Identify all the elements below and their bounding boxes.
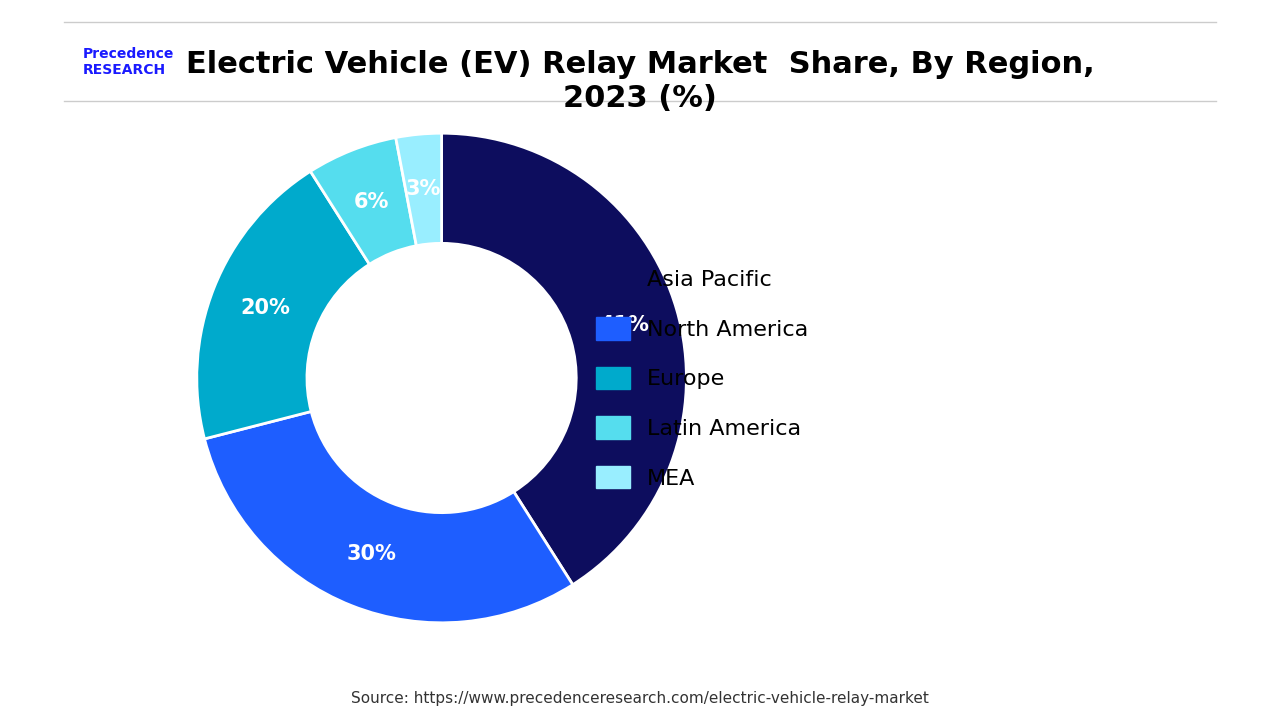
Wedge shape	[197, 171, 370, 439]
Wedge shape	[396, 133, 442, 246]
Text: Electric Vehicle (EV) Relay Market  Share, By Region,
2023 (%): Electric Vehicle (EV) Relay Market Share…	[186, 50, 1094, 113]
Wedge shape	[205, 412, 572, 623]
Text: 3%: 3%	[406, 179, 442, 199]
Text: Source: https://www.precedenceresearch.com/electric-vehicle-relay-market: Source: https://www.precedenceresearch.c…	[351, 690, 929, 706]
Text: 41%: 41%	[599, 315, 649, 335]
Text: 30%: 30%	[347, 544, 397, 564]
Legend: Asia Pacific, North America, Europe, Latin America, MEA: Asia Pacific, North America, Europe, Lat…	[588, 258, 818, 498]
Wedge shape	[442, 133, 686, 585]
Text: 20%: 20%	[241, 298, 291, 318]
Text: Precedence
RESEARCH: Precedence RESEARCH	[83, 47, 174, 77]
Text: 6%: 6%	[355, 192, 389, 212]
Wedge shape	[311, 138, 416, 264]
